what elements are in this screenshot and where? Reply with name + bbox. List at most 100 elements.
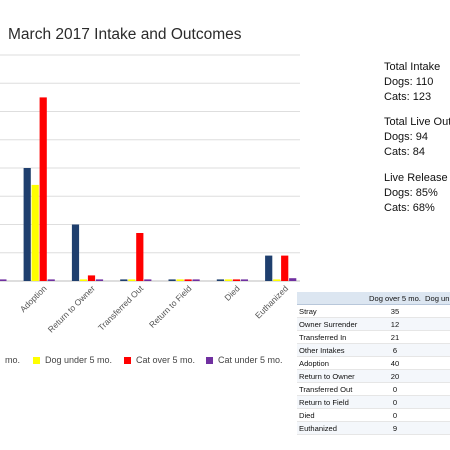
intake-summary: Total Intake Dogs: 110 Cats: 123: [384, 60, 440, 105]
row-cutoff: [423, 369, 450, 383]
row-label: Transferred In: [297, 330, 367, 344]
row-label: Adoption: [297, 356, 367, 370]
intake-dogs: Dogs: 110: [384, 76, 434, 88]
bar-cat-under-5-mo--transferred-out: [144, 279, 152, 281]
release-dogs: Dogs: 85%: [384, 187, 438, 199]
row-cutoff: [423, 382, 450, 396]
table-row: Died 0: [297, 408, 450, 422]
row-cutoff: [423, 408, 450, 422]
bar-cat-over-5-mo--died: [232, 279, 240, 281]
legend-label-cat-under: Cat under 5 mo.: [218, 355, 283, 365]
chart-title: March 2017 Intake and Outcomes: [8, 26, 242, 43]
legend-swatch-cat-under: [206, 356, 213, 364]
bar-cat-under-5-mo--other-intakes: [0, 279, 7, 281]
row-value: 9: [367, 421, 423, 435]
intake-cats: Cats: 123: [384, 91, 432, 103]
x-tick-label: Return to Field: [147, 283, 194, 330]
table-row: Owner Surrender 12: [297, 317, 450, 331]
row-value: 12: [367, 317, 423, 331]
legend-item-dog-over: mo.: [5, 355, 20, 365]
row-cutoff: [423, 395, 450, 409]
table-row: Transferred In 21: [297, 330, 450, 344]
row-cutoff: [423, 421, 450, 435]
x-tick-label: Adoption: [18, 283, 49, 314]
legend-item-cat-under: Cat under 5 mo.: [206, 355, 283, 365]
row-label: Other Intakes: [297, 343, 367, 357]
row-value: 21: [367, 330, 423, 344]
bar-dog-over-5-mo--died: [216, 279, 224, 281]
bar-cat-over-5-mo--adoption: [39, 97, 47, 282]
table-row: Transferred Out 0: [297, 382, 450, 396]
row-value: 40: [367, 356, 423, 370]
release-heading: Live Release R: [384, 172, 450, 184]
row-label: Owner Surrender: [297, 317, 367, 331]
release-cats: Cats: 68%: [384, 202, 435, 214]
row-label: Euthanized: [297, 421, 367, 435]
table-row: Return to Owner 20: [297, 369, 450, 383]
live-outcome-heading: Total Live Oute: [384, 116, 450, 128]
bar-cat-over-5-mo--transferred-out: [136, 233, 144, 281]
x-tick-label: Return to Owner: [46, 283, 97, 334]
table-row: Adoption 40: [297, 356, 450, 370]
legend-swatch-cat-over: [124, 356, 131, 364]
release-rate-summary: Live Release R Dogs: 85% Cats: 68%: [384, 171, 450, 216]
table-row: Return to Field 0: [297, 395, 450, 409]
bar-dog-over-5-mo--adoption: [23, 168, 31, 281]
bar-cat-over-5-mo--return-to-owner: [87, 275, 96, 281]
x-tick-label: Transferred Out: [96, 283, 146, 333]
bar-dog-under-5-mo--return-to-field: [176, 279, 184, 281]
row-label: Transferred Out: [297, 382, 367, 396]
bar-dog-over-5-mo--transferred-out: [120, 279, 128, 281]
data-table: Dog over 5 mo. Dog un Stray 35 Owner Surr…: [297, 292, 450, 435]
bar-cat-over-5-mo--return-to-field: [184, 279, 192, 281]
bar-cat-under-5-mo--euthanized: [289, 278, 297, 281]
row-label: Stray: [297, 304, 367, 318]
row-label: Return to Field: [297, 395, 367, 409]
bar-dog-under-5-mo--euthanized: [273, 279, 281, 281]
live-outcome-dogs: Dogs: 94: [384, 131, 429, 143]
bar-dog-under-5-mo--died: [224, 279, 232, 281]
bar-dog-under-5-mo--transferred-out: [128, 279, 136, 281]
row-cutoff: [423, 317, 450, 331]
row-value: 6: [367, 343, 423, 357]
row-cutoff: [423, 304, 450, 318]
bar-dog-over-5-mo--euthanized: [265, 255, 273, 281]
row-value: 0: [367, 382, 423, 396]
legend-label-dog-over: mo.: [5, 355, 21, 365]
bar-dog-under-5-mo--adoption: [31, 184, 39, 281]
table-header-blank: [297, 292, 367, 305]
table-header-dog-under: Dog un: [423, 292, 450, 305]
bar-cat-under-5-mo--return-to-field: [192, 279, 200, 281]
bar-cat-under-5-mo--died: [240, 279, 248, 281]
live-outcome-cats: Cats: 84: [384, 146, 425, 158]
row-cutoff: [423, 356, 450, 370]
live-outcome-summary: Total Live Oute Dogs: 94 Cats: 84: [384, 115, 450, 160]
bar-cat-under-5-mo--return-to-owner: [95, 279, 104, 281]
legend-label-dog-under: Dog under 5 mo.: [45, 355, 113, 365]
table-row: Euthanized 9: [297, 421, 450, 435]
table-row: Other Intakes 6: [297, 343, 450, 357]
row-value: 20: [367, 369, 423, 383]
bar-dog-over-5-mo--return-to-field: [168, 279, 176, 281]
row-cutoff: [423, 330, 450, 344]
table-header-dog-over: Dog over 5 mo.: [367, 292, 423, 305]
row-value: 0: [367, 408, 423, 422]
table-header-row: Dog over 5 mo. Dog un: [297, 292, 450, 305]
x-tick-label: Died: [222, 283, 242, 303]
legend-item-dog-under: Dog under 5 mo.: [33, 355, 112, 365]
legend-swatch-dog-under: [33, 356, 40, 364]
row-value: 35: [367, 304, 423, 318]
row-value: 0: [367, 395, 423, 409]
x-tick-label: Euthanized: [253, 283, 290, 320]
bar-cat-over-5-mo--euthanized: [281, 255, 289, 281]
row-cutoff: [423, 343, 450, 357]
bar-dog-under-5-mo--return-to-owner: [79, 279, 88, 281]
bar-dog-over-5-mo--return-to-owner: [71, 224, 80, 281]
bar-cat-under-5-mo--adoption: [47, 279, 55, 281]
row-label: Died: [297, 408, 367, 422]
legend-label-cat-over: Cat over 5 mo.: [136, 355, 196, 365]
table-row: Stray 35: [297, 304, 450, 318]
intake-heading: Total Intake: [384, 61, 441, 73]
row-label: Return to Owner: [297, 369, 367, 383]
